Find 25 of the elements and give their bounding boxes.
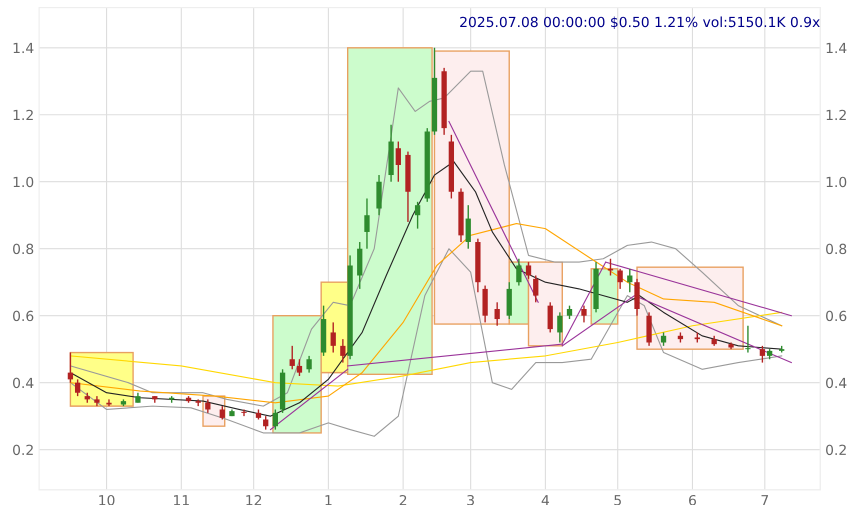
y-tick-label: 0.2 [13, 444, 33, 456]
y-tick-label: 1.2 [14, 110, 33, 120]
x-tick-label: 2 [400, 494, 406, 505]
x-tick-label: 12 [246, 494, 262, 505]
y2-tick-label: 0.4 [826, 378, 846, 388]
text: 2025.07.08 00:00:00 $0.50 1.21% vol:5150.1K 0.9x [460, 16, 820, 30]
x-tick-label: 1 [326, 495, 332, 505]
y-tick-label: 0.4 [13, 378, 34, 388]
x-tick-label: 10 [99, 494, 114, 505]
y2-tick-label: 0.2 [826, 444, 846, 456]
x-tick-label: 11 [174, 495, 189, 505]
y-tick-label: 1.0 [14, 176, 34, 188]
x-tick-label: 3 [467, 494, 474, 505]
y2-tick-label: 1.0 [826, 176, 846, 188]
y2-tick-label: 0.6 [826, 310, 846, 322]
y-tick-label: 1.4 [14, 42, 34, 54]
x-tick-label: 4 [542, 495, 550, 505]
y-tick-label: 0.8 [13, 244, 34, 254]
x-tick-label: 6 [689, 494, 696, 505]
y2-tick-label: 0.8 [826, 244, 846, 254]
y2-tick-label: 1.2 [826, 110, 846, 120]
y2-tick-label: 1.4 [826, 42, 846, 54]
x-tick-label: 7 [762, 495, 768, 505]
x-tick-label: 5 [614, 495, 621, 505]
y-tick-label: 0.6 [13, 310, 34, 322]
